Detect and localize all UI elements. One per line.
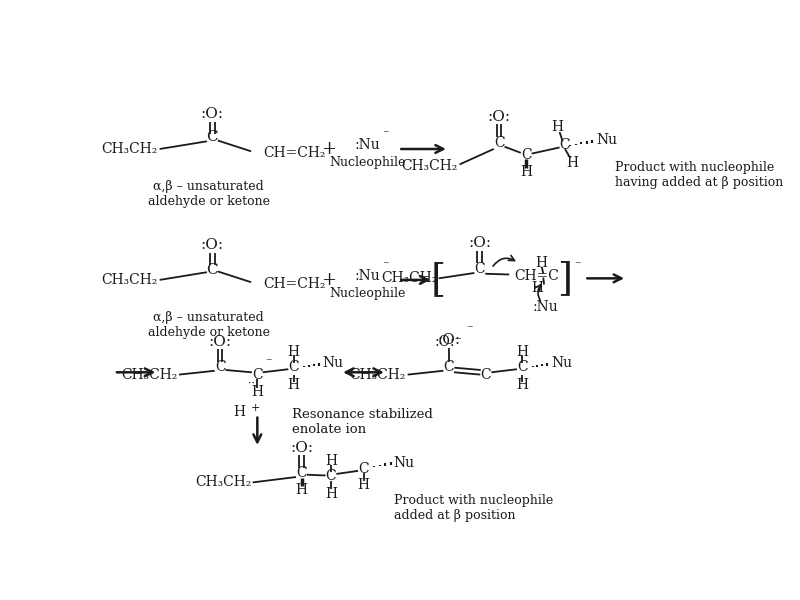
Text: Product with nucleophile
having added at β position: Product with nucleophile having added at…	[615, 161, 784, 188]
Text: H: H	[325, 454, 337, 468]
Text: Nucleophile: Nucleophile	[329, 287, 406, 300]
Text: ⁻: ⁻	[265, 356, 271, 370]
Text: α,β – unsaturated
aldehyde or ketone: α,β – unsaturated aldehyde or ketone	[147, 311, 270, 338]
Text: +: +	[321, 271, 336, 289]
Text: Nu: Nu	[596, 133, 617, 147]
Text: H: H	[358, 478, 370, 493]
Text: :O:⁻: :O:⁻	[435, 335, 462, 349]
Text: H: H	[531, 281, 543, 295]
Text: C: C	[474, 262, 485, 276]
Text: ··: ··	[248, 379, 254, 389]
Text: Nucleophile: Nucleophile	[329, 157, 406, 169]
Text: :O:: :O:	[437, 333, 460, 347]
Text: Product with nucleophile
added at β position: Product with nucleophile added at β posi…	[394, 494, 554, 522]
Text: CH₃CH₂: CH₃CH₂	[121, 368, 178, 382]
Text: Nu: Nu	[393, 456, 414, 470]
Text: C: C	[206, 130, 218, 145]
Text: :O:: :O:	[290, 441, 313, 455]
Text: H: H	[520, 165, 532, 179]
Text: +: +	[321, 140, 336, 158]
Text: ⁻: ⁻	[382, 128, 389, 142]
Text: H: H	[551, 121, 563, 134]
Text: CH₃CH₂: CH₃CH₂	[402, 159, 458, 173]
Text: CH=CH₂: CH=CH₂	[262, 277, 326, 291]
Text: C: C	[358, 461, 369, 476]
Text: H: H	[295, 483, 307, 497]
Text: H: H	[288, 344, 300, 359]
Text: C: C	[289, 360, 299, 374]
Text: H: H	[288, 379, 300, 392]
Text: ]: ]	[558, 260, 573, 297]
Text: H: H	[234, 406, 246, 419]
Text: H: H	[536, 256, 548, 270]
Text: ⁻: ⁻	[382, 260, 389, 272]
Text: C: C	[443, 360, 454, 374]
Text: C: C	[326, 469, 336, 483]
Text: CH₃CH₂: CH₃CH₂	[102, 273, 158, 287]
Text: Nu: Nu	[322, 356, 343, 370]
Text: CH₃CH₂: CH₃CH₂	[350, 368, 406, 382]
Text: [: [	[431, 262, 446, 298]
Text: Resonance stabilized
enolate ion: Resonance stabilized enolate ion	[292, 409, 433, 436]
Text: :O:: :O:	[468, 236, 491, 250]
Text: :O:: :O:	[201, 107, 224, 121]
Text: H: H	[516, 379, 528, 392]
Text: C: C	[560, 138, 570, 152]
Text: C: C	[494, 136, 505, 150]
Text: H: H	[516, 344, 528, 359]
Text: CH=CH₂: CH=CH₂	[262, 146, 326, 160]
Text: :Nu: :Nu	[533, 300, 558, 314]
Text: α,β – unsaturated
aldehyde or ketone: α,β – unsaturated aldehyde or ketone	[147, 180, 270, 208]
Text: :O:: :O:	[209, 335, 232, 349]
Text: C: C	[296, 466, 307, 480]
Text: H: H	[251, 385, 263, 398]
Text: +: +	[251, 403, 261, 413]
Text: C: C	[252, 368, 262, 382]
Text: CH₃CH₂: CH₃CH₂	[102, 142, 158, 156]
Text: Nu: Nu	[551, 356, 572, 370]
Text: :O:: :O:	[487, 110, 510, 124]
Text: CH=C: CH=C	[514, 269, 559, 283]
Text: :O:: :O:	[201, 238, 224, 252]
Text: C: C	[215, 360, 226, 374]
Text: H: H	[325, 487, 337, 501]
Text: :Nu: :Nu	[354, 138, 380, 152]
Text: ⁻: ⁻	[574, 260, 581, 272]
Text: C: C	[206, 263, 218, 277]
Text: H: H	[566, 156, 578, 170]
Text: :Nu: :Nu	[354, 269, 380, 283]
Text: C: C	[517, 360, 528, 374]
Text: ⁻: ⁻	[466, 323, 473, 337]
Text: CH₃CH₂: CH₃CH₂	[381, 271, 437, 286]
Text: C: C	[481, 368, 491, 382]
Text: C: C	[521, 148, 531, 162]
Text: CH₃CH₂: CH₃CH₂	[194, 475, 251, 490]
